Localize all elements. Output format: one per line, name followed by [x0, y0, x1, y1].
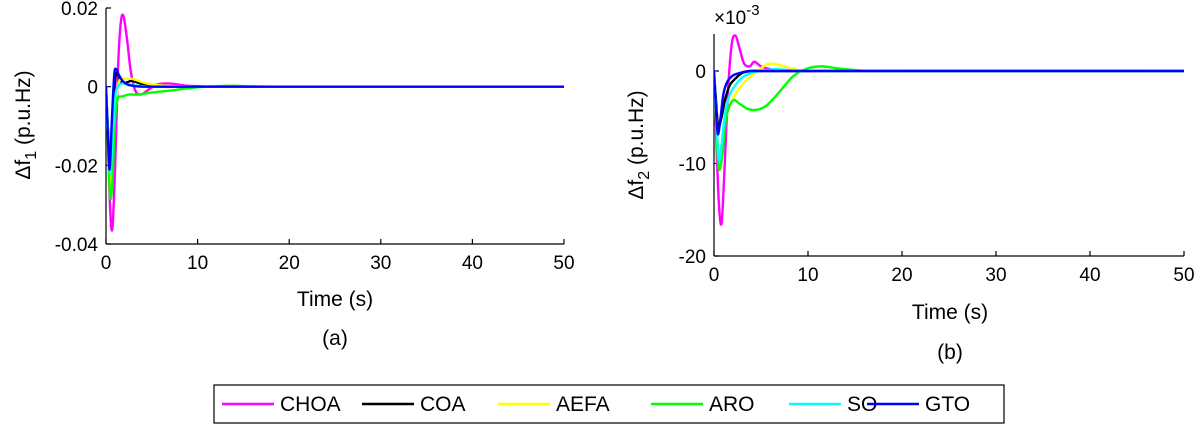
y-tick-label: -0.04: [55, 235, 99, 256]
y-axis-multiplier: ×10-3: [714, 2, 760, 29]
series-line-aefa: [714, 62, 1184, 158]
x-tick-label: 10: [187, 253, 208, 274]
x-tick-label: 30: [370, 253, 391, 274]
x-axis-label: Time (s): [297, 288, 373, 311]
legend-label-gto: GTO: [925, 393, 970, 416]
x-tick-label: 50: [1173, 265, 1194, 286]
legend: CHOA COA AEFA ARO SO GTO: [213, 384, 1005, 424]
panel-b: 0 10 20 30 40 50 -20 -10 0 ×10-3 Time (s) Δf2 (p.u.…: [625, 2, 1195, 364]
series-line-choa: [714, 34, 1184, 226]
x-tick-label: 20: [279, 253, 300, 274]
x-tick-label: 20: [891, 265, 912, 286]
series-line-aefa: [106, 77, 564, 192]
legend-label-choa: CHOA: [280, 393, 341, 416]
series-line-gto: [714, 69, 1184, 136]
panel-caption: (b): [937, 341, 963, 364]
x-tick-label: 30: [985, 265, 1006, 286]
y-axis-label: Δf2 (p.u.Hz): [625, 90, 653, 199]
y-tick-label: -10: [679, 155, 706, 176]
x-tick-label: 50: [553, 253, 574, 274]
legend-label-coa: COA: [420, 393, 466, 416]
y-tick-label: 0: [695, 62, 706, 83]
series-line-so: [714, 67, 1184, 162]
x-tick-label: 0: [709, 265, 720, 286]
x-axis-label: Time (s): [912, 301, 988, 324]
y-axis-label: Δf1 (p.u.Hz): [12, 70, 40, 179]
series-line-choa: [106, 13, 564, 232]
legend-label-aro: ARO: [709, 393, 755, 416]
y-tick-label: -0.02: [55, 156, 98, 177]
panel-a: 0 10 20 30 40 50 -0.04 -0.02 0 0.02 Time (s) Δf1 (p…: [12, 0, 575, 350]
y-tick-label: 0.02: [61, 0, 98, 20]
legend-label-aefa: AEFA: [556, 393, 610, 416]
y-tick-label: -20: [679, 247, 706, 268]
x-tick-label: 10: [797, 265, 818, 286]
x-tick-label: 40: [1079, 265, 1100, 286]
legend-label-so: SO: [847, 393, 877, 416]
series-line-coa: [714, 69, 1184, 129]
y-tick-label: 0: [87, 78, 98, 99]
series-line-aro: [106, 84, 564, 201]
series-line-aro: [714, 65, 1184, 171]
x-tick-label: 40: [462, 253, 483, 274]
panel-caption: (a): [322, 327, 348, 350]
series-line-gto: [106, 67, 564, 171]
series-line-so: [106, 82, 564, 175]
x-tick-label: 0: [101, 253, 112, 274]
